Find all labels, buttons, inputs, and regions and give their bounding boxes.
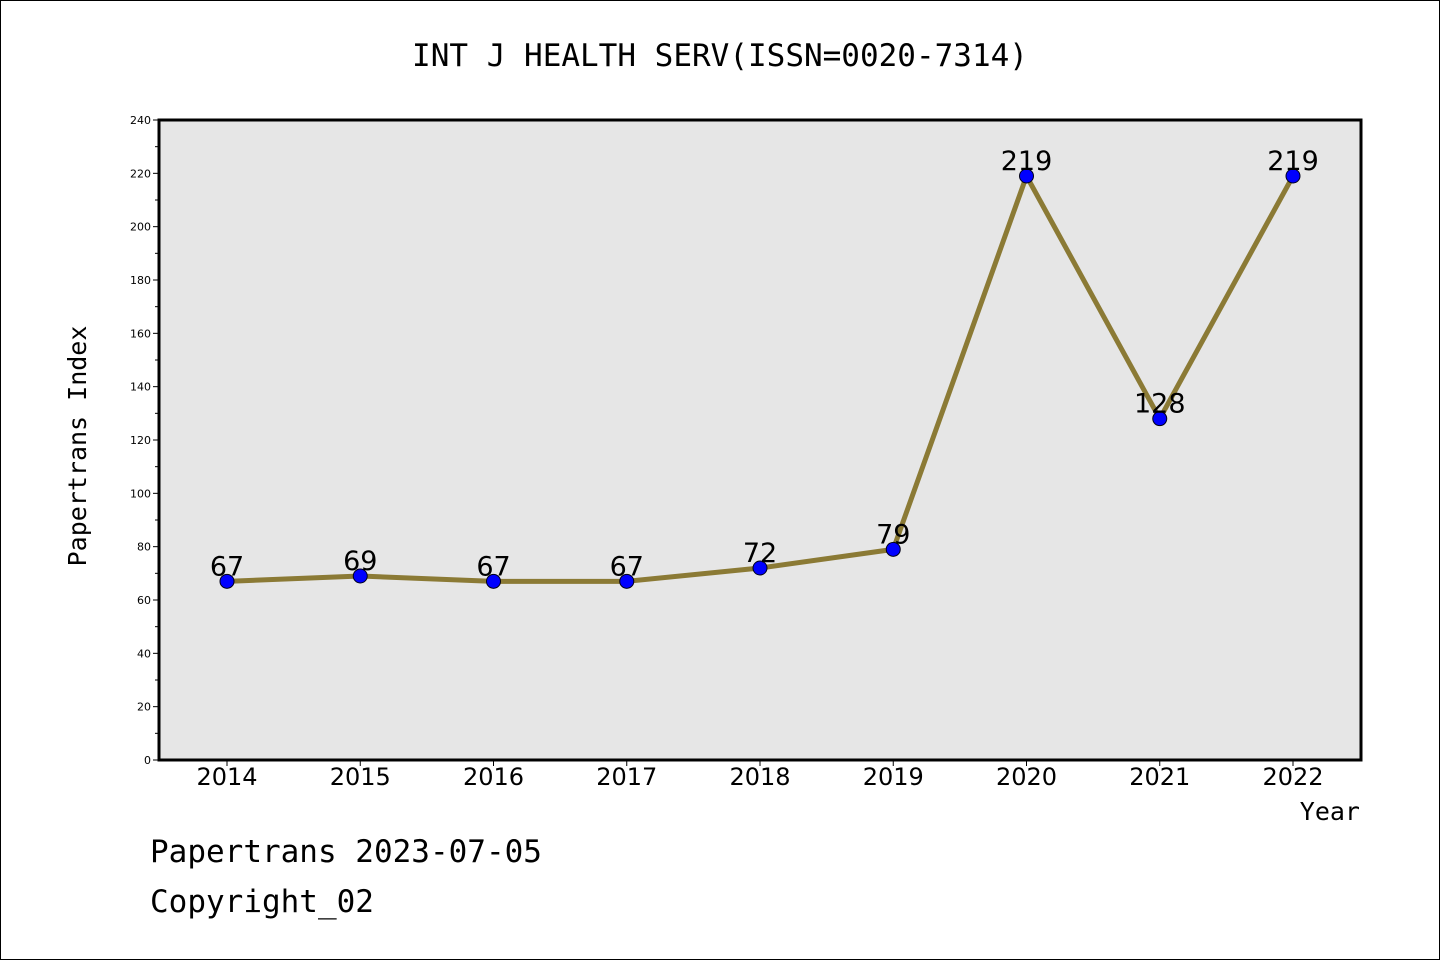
data-point	[752, 560, 768, 576]
y-tick-label: 100	[130, 487, 151, 500]
footer-date-stamp: Papertrans 2023-07-05	[150, 834, 542, 870]
x-tick-label: 2021	[1129, 763, 1190, 791]
x-tick-label: 2015	[330, 763, 391, 791]
data-label: 128	[1134, 389, 1186, 420]
data-label: 67	[610, 551, 644, 582]
x-axis-label: Year	[1300, 797, 1360, 826]
footer-copyright: Copyright_02	[150, 884, 374, 920]
data-label: 219	[1001, 146, 1053, 177]
chart-title: INT J HEALTH SERV(ISSN=0020-7314)	[412, 38, 1028, 74]
data-point	[1152, 411, 1168, 427]
y-tick-label: 120	[130, 434, 151, 447]
data-point	[219, 573, 235, 589]
data-labels: 67 69 67 67 72 79 219 128 219	[210, 146, 1319, 582]
data-point	[1019, 168, 1034, 184]
y-tick-label: 80	[137, 541, 151, 554]
plot-area	[157, 118, 1363, 762]
y-tick-label: 160	[130, 327, 151, 340]
x-tick-label: 2017	[596, 763, 657, 791]
data-points	[219, 168, 1301, 589]
x-tick-label: 2019	[863, 763, 924, 791]
y-tick-label: 140	[130, 381, 151, 394]
y-tick-label: 40	[137, 647, 151, 660]
y-tick-label: 240	[130, 114, 151, 127]
data-point	[619, 573, 635, 589]
data-label: 72	[743, 538, 777, 569]
data-label: 69	[343, 546, 377, 577]
y-axis: 0 20 40 60 80 100 120 140 160 180 200 220 240	[130, 114, 159, 767]
y-axis-label: Papertrans Index	[63, 326, 92, 567]
x-tick-label: 2018	[729, 763, 790, 791]
y-tick-label: 200	[130, 221, 151, 234]
data-point	[885, 541, 901, 557]
y-tick-label: 60	[137, 594, 151, 607]
data-point	[486, 573, 501, 589]
data-label: 219	[1267, 146, 1319, 177]
y-tick-label: 220	[130, 167, 151, 180]
data-label: 79	[876, 519, 910, 550]
x-tick-label: 2014	[196, 763, 257, 791]
data-label: 67	[210, 551, 244, 582]
data-point	[1285, 168, 1301, 184]
x-tick-label: 2020	[996, 763, 1057, 791]
y-tick-label: 20	[137, 701, 151, 714]
x-tick-label: 2016	[463, 763, 524, 791]
y-tick-label: 0	[144, 754, 151, 767]
y-tick-label: 180	[130, 274, 151, 287]
x-axis: 2014 2015 2016 2017 2018 2019 2020 2021 2022	[196, 760, 1324, 791]
x-tick-label: 2022	[1262, 763, 1323, 791]
data-point	[352, 568, 368, 584]
data-label: 67	[476, 551, 510, 582]
